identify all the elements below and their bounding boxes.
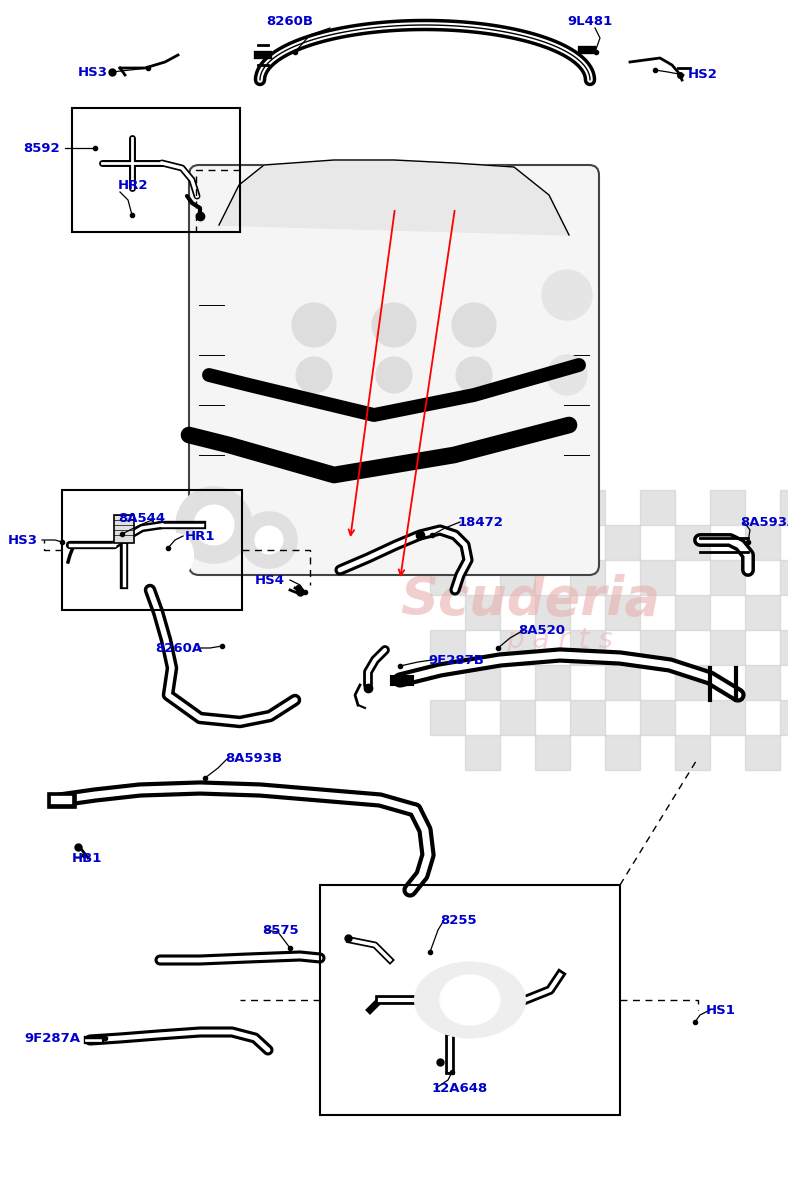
Bar <box>535 526 570 560</box>
Bar <box>675 595 710 630</box>
Polygon shape <box>219 160 569 235</box>
Text: HS3: HS3 <box>8 534 38 546</box>
Text: 8575: 8575 <box>262 924 299 936</box>
Text: 8A544: 8A544 <box>118 511 165 524</box>
Circle shape <box>296 358 332 392</box>
Bar <box>430 560 465 595</box>
Text: 9L481: 9L481 <box>567 14 612 28</box>
Bar <box>535 734 570 770</box>
Bar <box>745 665 780 700</box>
Circle shape <box>194 505 234 545</box>
Circle shape <box>255 526 283 554</box>
Bar <box>430 490 465 526</box>
Text: HS2: HS2 <box>688 68 718 82</box>
Bar <box>745 526 780 560</box>
Bar <box>570 560 605 595</box>
Bar <box>710 700 745 734</box>
Text: 8A593A: 8A593A <box>740 516 788 528</box>
Bar <box>640 630 675 665</box>
Bar <box>780 490 788 526</box>
Text: 8255: 8255 <box>440 913 477 926</box>
Bar <box>710 490 745 526</box>
Text: HB1: HB1 <box>72 852 102 864</box>
Bar <box>605 526 640 560</box>
Bar <box>570 490 605 526</box>
Bar <box>640 700 675 734</box>
Bar <box>72 108 240 232</box>
Text: HR1: HR1 <box>185 529 215 542</box>
Text: 18472: 18472 <box>458 516 504 528</box>
Bar <box>675 734 710 770</box>
Circle shape <box>372 302 416 347</box>
Text: 8260A: 8260A <box>155 642 203 654</box>
FancyBboxPatch shape <box>189 164 599 575</box>
Bar <box>500 700 535 734</box>
Bar <box>465 665 500 700</box>
Bar <box>570 630 605 665</box>
Bar <box>640 490 675 526</box>
Bar <box>465 595 500 630</box>
Circle shape <box>241 512 297 568</box>
Bar <box>780 560 788 595</box>
Text: 9F287A: 9F287A <box>24 1032 80 1044</box>
Bar <box>710 560 745 595</box>
Bar <box>535 665 570 700</box>
Text: 9F287B: 9F287B <box>428 654 484 666</box>
Bar <box>114 515 134 542</box>
Bar <box>780 630 788 665</box>
Bar <box>430 700 465 734</box>
Ellipse shape <box>161 534 193 576</box>
Circle shape <box>456 358 492 392</box>
Bar <box>535 595 570 630</box>
Bar <box>465 734 500 770</box>
Ellipse shape <box>415 962 525 1038</box>
Ellipse shape <box>440 974 500 1025</box>
Text: Scuderia: Scuderia <box>400 574 660 626</box>
Bar <box>675 665 710 700</box>
Bar <box>710 630 745 665</box>
Bar <box>62 490 242 610</box>
Bar <box>465 526 500 560</box>
Bar <box>320 886 620 1115</box>
Bar <box>500 630 535 665</box>
Bar <box>500 490 535 526</box>
Bar <box>605 665 640 700</box>
Text: 8592: 8592 <box>24 142 60 155</box>
Circle shape <box>452 302 496 347</box>
Bar <box>430 630 465 665</box>
Bar <box>745 734 780 770</box>
Bar <box>745 595 780 630</box>
Bar <box>605 595 640 630</box>
Bar <box>605 734 640 770</box>
Text: 8A520: 8A520 <box>518 624 565 636</box>
Text: 8260B: 8260B <box>266 14 314 28</box>
Bar <box>675 526 710 560</box>
Text: p a r t s: p a r t s <box>507 626 613 654</box>
Text: HR2: HR2 <box>118 179 148 192</box>
Circle shape <box>292 302 336 347</box>
Circle shape <box>376 358 412 392</box>
Text: HS3: HS3 <box>78 66 108 78</box>
Text: 12A648: 12A648 <box>432 1081 489 1094</box>
Bar <box>780 700 788 734</box>
Circle shape <box>547 355 587 395</box>
Circle shape <box>176 487 252 563</box>
Text: HS1: HS1 <box>706 1003 736 1016</box>
Bar <box>500 560 535 595</box>
Text: 8A593B: 8A593B <box>225 751 282 764</box>
Circle shape <box>542 270 592 320</box>
Text: HS4: HS4 <box>255 574 285 587</box>
Bar <box>640 560 675 595</box>
Bar <box>570 700 605 734</box>
